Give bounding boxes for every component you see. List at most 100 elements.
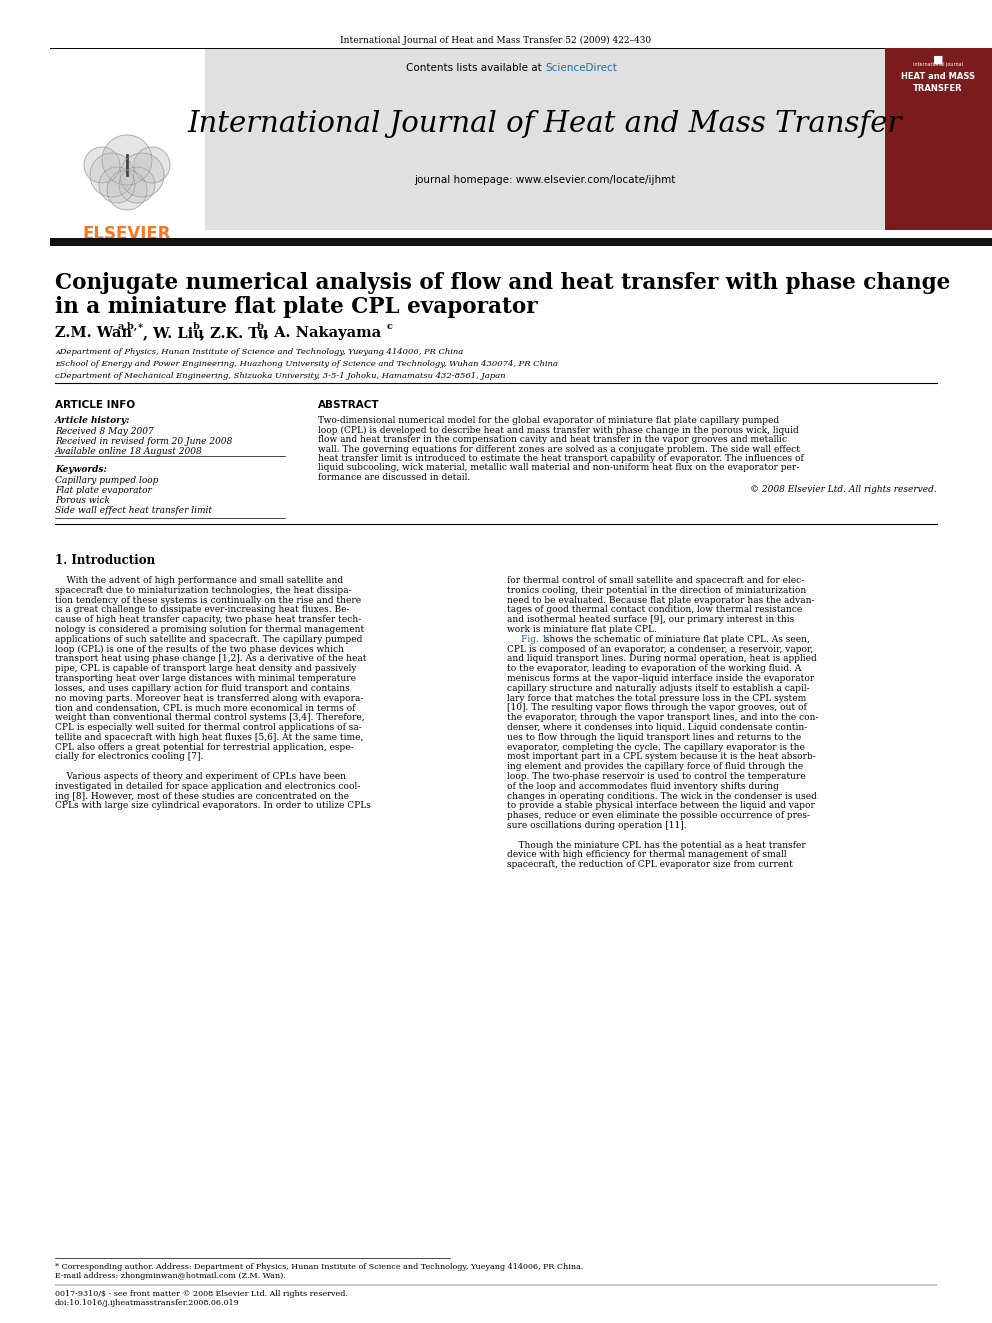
Text: 1. Introduction: 1. Introduction [55,554,155,568]
Text: cially for electronics cooling [7].: cially for electronics cooling [7]. [55,753,203,762]
Text: Side wall effect heat transfer limit: Side wall effect heat transfer limit [55,505,212,515]
Text: Though the miniature CPL has the potential as a heat transfer: Though the miniature CPL has the potenti… [507,840,806,849]
Text: tellite and spacecraft with high heat fluxes [5,6]. At the same time,: tellite and spacecraft with high heat fl… [55,733,363,742]
Polygon shape [102,135,152,185]
Text: ScienceDirect: ScienceDirect [545,64,617,73]
Text: need to be evaluated. Because flat plate evaporator has the advan-: need to be evaluated. Because flat plate… [507,595,814,605]
Text: losses, and uses capillary action for fluid transport and contains: losses, and uses capillary action for fl… [55,684,350,693]
Text: for thermal control of small satellite and spacecraft and for elec-: for thermal control of small satellite a… [507,576,805,585]
Text: Contents lists available at: Contents lists available at [406,64,545,73]
Text: b: b [257,321,264,331]
Text: weight than conventional thermal control systems [3,4]. Therefore,: weight than conventional thermal control… [55,713,365,722]
Text: cause of high heat transfer capacity, two phase heat transfer tech-: cause of high heat transfer capacity, tw… [55,615,361,624]
Polygon shape [99,167,135,202]
Text: pipe, CPL is capable of transport large heat density and passively: pipe, CPL is capable of transport large … [55,664,356,673]
Text: Received in revised form 20 June 2008: Received in revised form 20 June 2008 [55,437,232,446]
Text: Flat plate evaporator: Flat plate evaporator [55,486,152,495]
Text: © 2008 Elsevier Ltd. All rights reserved.: © 2008 Elsevier Ltd. All rights reserved… [750,484,937,493]
Text: wall. The governing equations for different zones are solved as a conjugate prob: wall. The governing equations for differ… [318,445,800,454]
Text: Received 8 May 2007: Received 8 May 2007 [55,427,154,437]
Text: the evaporator, through the vapor transport lines, and into the con-: the evaporator, through the vapor transp… [507,713,818,722]
Text: loop (CPL) is one of the results of the two phase devices which: loop (CPL) is one of the results of the … [55,644,344,654]
Text: applications of such satellite and spacecraft. The capillary pumped: applications of such satellite and space… [55,635,362,644]
Text: ■: ■ [932,56,943,65]
Text: ing element and provides the capillary force of fluid through the: ing element and provides the capillary f… [507,762,804,771]
Text: in a miniature flat plate CPL evaporator: in a miniature flat plate CPL evaporator [55,296,538,318]
Text: work is miniature flat plate CPL.: work is miniature flat plate CPL. [507,624,657,634]
Text: c: c [387,321,393,331]
Text: ARTICLE INFO: ARTICLE INFO [55,400,135,410]
Text: meniscus forms at the vapor–liquid interface inside the evaporator: meniscus forms at the vapor–liquid inter… [507,673,814,683]
Text: denser, where it condenses into liquid. Liquid condensate contin-: denser, where it condenses into liquid. … [507,722,807,732]
Text: journal homepage: www.elsevier.com/locate/ijhmt: journal homepage: www.elsevier.com/locat… [415,175,676,185]
Bar [50,238,992,246]
Text: b: b [193,321,199,331]
Bar [50,48,205,239]
Text: Porous wick: Porous wick [55,496,110,505]
Text: is a great challenge to dissipate ever-increasing heat fluxes. Be-: is a great challenge to dissipate ever-i… [55,606,349,614]
Text: flow and heat transfer in the compensation cavity and heat transfer in the vapor: flow and heat transfer in the compensati… [318,435,787,445]
Text: CPLs with large size cylindrical evaporators. In order to utilize CPLs: CPLs with large size cylindrical evapora… [55,802,371,811]
Text: device with high efficiency for thermal management of small: device with high efficiency for thermal … [507,851,787,860]
Text: heat transfer limit is introduced to estimate the heat transport capability of e: heat transfer limit is introduced to est… [318,454,804,463]
Text: With the advent of high performance and small satellite and: With the advent of high performance and … [55,576,343,585]
Text: ues to flow through the liquid transport lines and returns to the: ues to flow through the liquid transport… [507,733,802,742]
Text: TRANSFER: TRANSFER [914,83,963,93]
Polygon shape [134,147,170,183]
Text: and liquid transport lines. During normal operation, heat is applied: and liquid transport lines. During norma… [507,655,816,663]
Text: , Z.K. Tu: , Z.K. Tu [200,325,269,340]
Text: Conjugate numerical analysis of flow and heat transfer with phase change: Conjugate numerical analysis of flow and… [55,273,950,294]
Text: of the loop and accommodates fluid inventory shifts during: of the loop and accommodates fluid inven… [507,782,779,791]
Text: tronics cooling, their potential in the direction of miniaturization: tronics cooling, their potential in the … [507,586,806,595]
Text: Two-dimensional numerical model for the global evaporator of miniature flat plat: Two-dimensional numerical model for the … [318,415,779,425]
Text: Fig. 1: Fig. 1 [521,635,548,644]
Bar [885,48,992,230]
Text: tion and condensation, CPL is much more economical in terms of: tion and condensation, CPL is much more … [55,704,355,712]
Text: evaporator, completing the cycle. The capillary evaporator is the: evaporator, completing the cycle. The ca… [507,742,805,751]
Text: , W. Liu: , W. Liu [143,325,204,340]
Text: ᴀDepartment of Physics, Hunan Institute of Science and Technology, Yueyang 41400: ᴀDepartment of Physics, Hunan Institute … [55,348,463,356]
Polygon shape [120,153,164,197]
Text: ELSEVIER: ELSEVIER [82,225,172,243]
Text: nology is considered a promising solution for thermal management: nology is considered a promising solutio… [55,624,364,634]
Text: transport heat using phase change [1,2]. As a derivative of the heat: transport heat using phase change [1,2].… [55,655,366,663]
Text: lary force that matches the total pressure loss in the CPL system: lary force that matches the total pressu… [507,693,806,703]
Text: International Journal of Heat and Mass Transfer: International Journal of Heat and Mass T… [187,110,902,138]
Text: ing [8]. However, most of these studies are concentrated on the: ing [8]. However, most of these studies … [55,791,349,800]
Text: and isothermal heated surface [9], our primary interest in this: and isothermal heated surface [9], our p… [507,615,795,624]
Text: [10]. The resulting vapor flows through the vapor grooves, out of: [10]. The resulting vapor flows through … [507,704,806,712]
Text: 0017-9310/$ - see front matter © 2008 Elsevier Ltd. All rights reserved.: 0017-9310/$ - see front matter © 2008 El… [55,1290,348,1298]
Bar [205,48,885,230]
Text: doi:10.1016/j.ijheatmasstransfer.2008.06.019: doi:10.1016/j.ijheatmasstransfer.2008.06… [55,1299,240,1307]
Text: spacecraft due to miniaturization technologies, the heat dissipa-: spacecraft due to miniaturization techno… [55,586,351,595]
Text: Capillary pumped loop: Capillary pumped loop [55,476,159,486]
Polygon shape [90,153,134,197]
Text: a,b,∗: a,b,∗ [118,321,145,331]
Text: most important part in a CPL system because it is the heat absorb-: most important part in a CPL system beca… [507,753,815,762]
Text: CPL also offers a great potential for terrestrial application, espe-: CPL also offers a great potential for te… [55,742,353,751]
Text: to provide a stable physical interface between the liquid and vapor: to provide a stable physical interface b… [507,802,814,811]
Text: ᴇSchool of Energy and Power Engineering, Huazhong University of Science and Tech: ᴇSchool of Energy and Power Engineering,… [55,360,558,368]
Text: E-mail address: zhongminwan@hotmail.com (Z.M. Wan).: E-mail address: zhongminwan@hotmail.com … [55,1271,286,1279]
Text: HEAT and MASS: HEAT and MASS [901,71,975,81]
Text: tion tendency of these systems is continually on the rise and there: tion tendency of these systems is contin… [55,595,361,605]
Text: formance are discussed in detail.: formance are discussed in detail. [318,474,470,482]
Text: CPL is especially well suited for thermal control applications of sa-: CPL is especially well suited for therma… [55,722,362,732]
Text: CPL is composed of an evaporator, a condenser, a reservoir, vapor,: CPL is composed of an evaporator, a cond… [507,644,813,654]
Text: spacecraft, the reduction of CPL evaporator size from current: spacecraft, the reduction of CPL evapora… [507,860,793,869]
Text: * Corresponding author. Address: Department of Physics, Hunan Institute of Scien: * Corresponding author. Address: Departm… [55,1263,583,1271]
Text: Available online 18 August 2008: Available online 18 August 2008 [55,447,202,456]
Text: loop (CPL) is developed to describe heat and mass transfer with phase change in : loop (CPL) is developed to describe heat… [318,426,799,435]
Text: Various aspects of theory and experiment of CPLs have been: Various aspects of theory and experiment… [55,773,346,781]
Text: transporting heat over large distances with minimal temperature: transporting heat over large distances w… [55,673,356,683]
Text: to the evaporator, leading to evaporation of the working fluid. A: to the evaporator, leading to evaporatio… [507,664,802,673]
Text: liquid subcooling, wick material, metallic wall material and non-uniform heat fl: liquid subcooling, wick material, metall… [318,463,800,472]
Polygon shape [119,167,155,202]
Text: ABSTRACT: ABSTRACT [318,400,380,410]
Text: tages of good thermal contact condition, low thermal resistance: tages of good thermal contact condition,… [507,606,803,614]
Text: Z.M. Wan: Z.M. Wan [55,325,132,340]
Text: no moving parts. Moreover heat is transferred along with evapora-: no moving parts. Moreover heat is transf… [55,693,363,703]
Text: Article history:: Article history: [55,415,131,425]
Text: International Journal of Heat and Mass Transfer 52 (2009) 422–430: International Journal of Heat and Mass T… [340,36,652,45]
Text: , A. Nakayama: , A. Nakayama [264,325,381,340]
